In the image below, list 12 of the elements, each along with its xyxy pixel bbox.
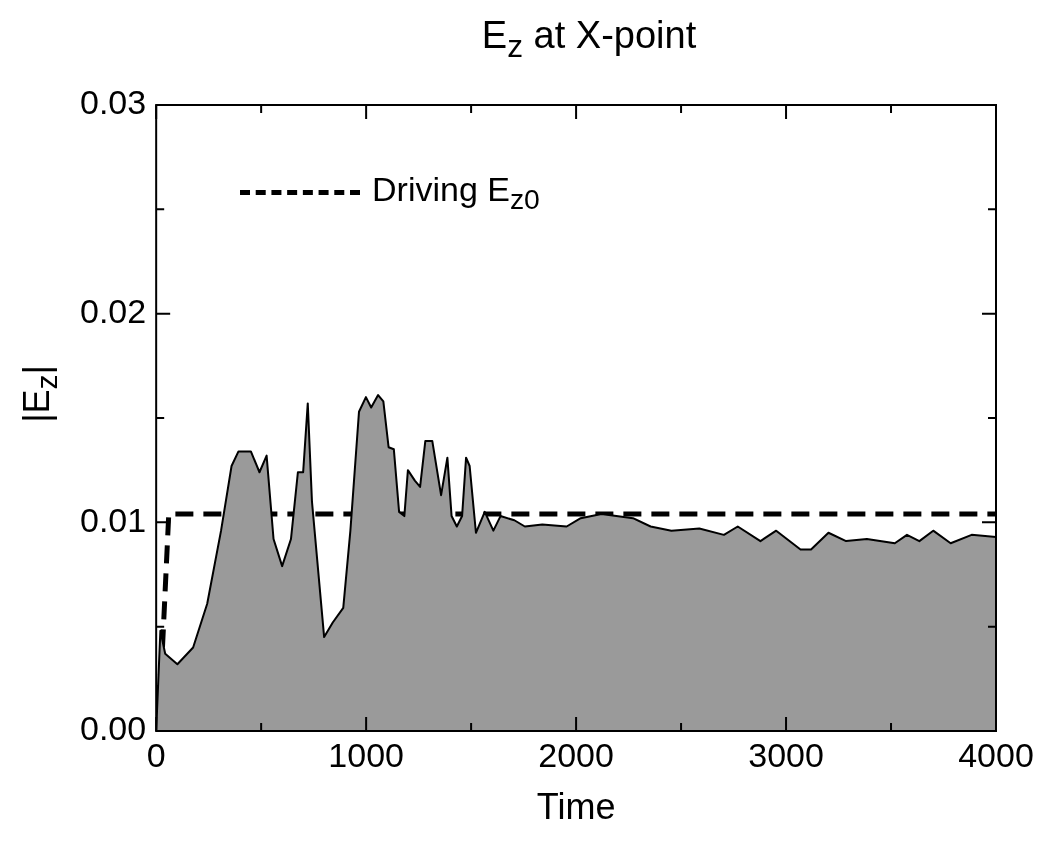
y-tick-label: 0.01 [79, 500, 147, 539]
y-tick-label: 0.03 [79, 83, 147, 122]
legend-label: Driving E$_{z0}$ [372, 170, 540, 216]
x-tick-label: 1000 [328, 735, 404, 774]
x-tick-label: 3000 [748, 735, 824, 774]
y-tick-label: 0.00 [79, 709, 147, 748]
y-tick-label: 0.02 [79, 292, 147, 331]
x-tick-label: 0 [146, 735, 166, 774]
chart-title: E$_{z}$ at X-point [480, 14, 698, 65]
x-tick-label: 4000 [958, 735, 1034, 774]
x-tick-label: 2000 [538, 735, 614, 774]
x-axis-title: Time [536, 786, 616, 828]
